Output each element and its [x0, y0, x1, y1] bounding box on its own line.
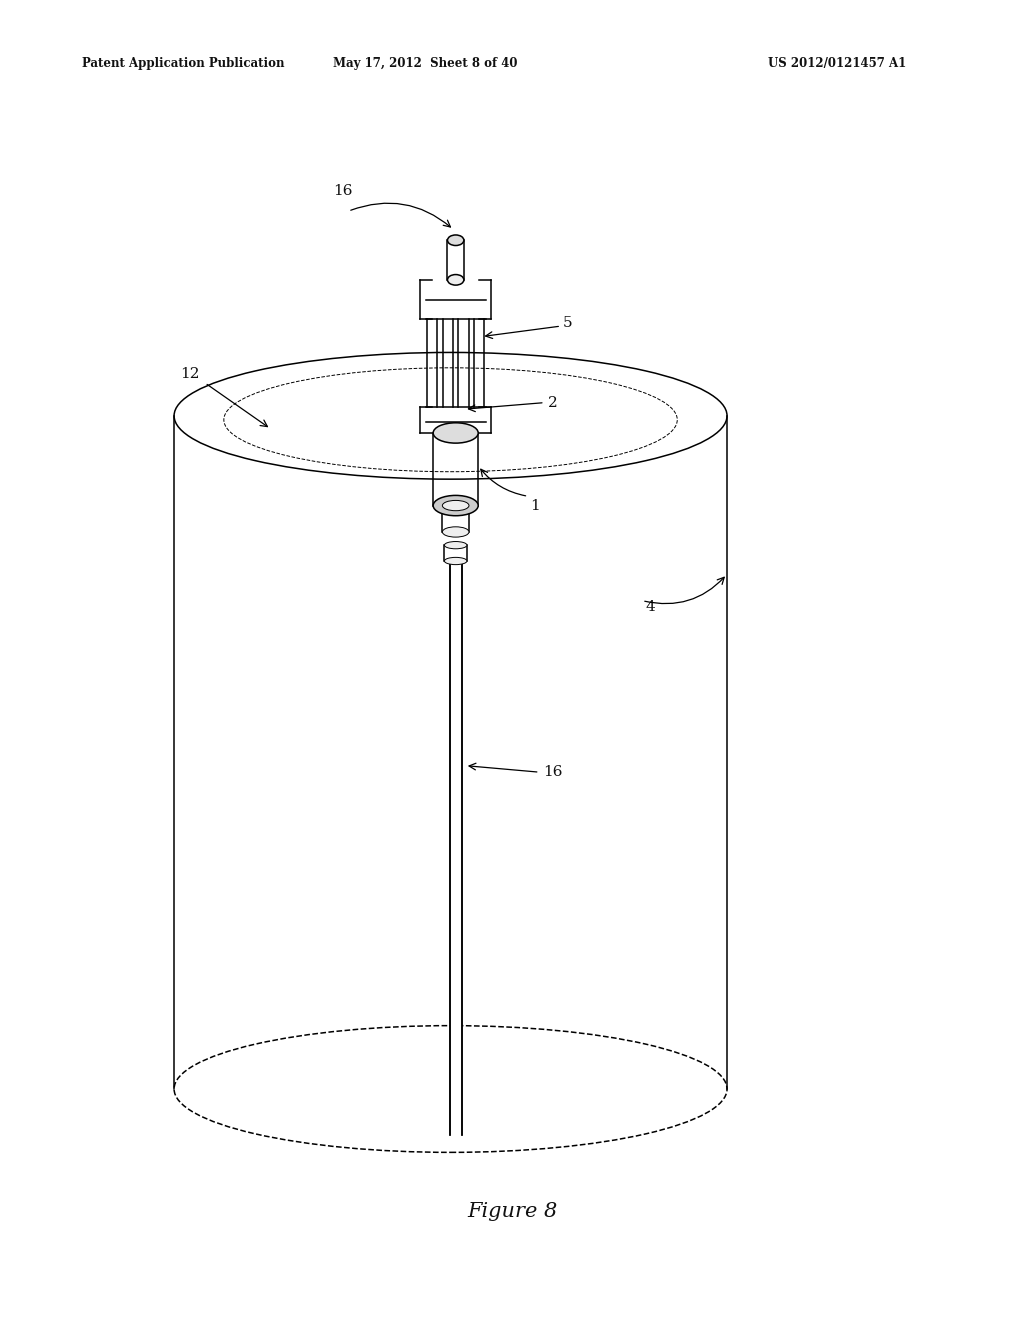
Text: 1: 1	[530, 499, 541, 512]
Text: Patent Application Publication: Patent Application Publication	[82, 57, 285, 70]
Text: 12: 12	[180, 367, 200, 380]
Text: 5: 5	[563, 317, 572, 330]
Text: 4: 4	[645, 601, 655, 614]
Ellipse shape	[442, 500, 469, 511]
Ellipse shape	[444, 557, 467, 565]
Ellipse shape	[444, 541, 467, 549]
Text: 2: 2	[548, 396, 558, 409]
Text: May 17, 2012  Sheet 8 of 40: May 17, 2012 Sheet 8 of 40	[333, 57, 517, 70]
Text: 16: 16	[333, 183, 353, 198]
Text: Figure 8: Figure 8	[467, 1203, 557, 1221]
Ellipse shape	[447, 235, 464, 246]
Text: US 2012/0121457 A1: US 2012/0121457 A1	[768, 57, 906, 70]
Ellipse shape	[433, 495, 478, 516]
Ellipse shape	[442, 527, 469, 537]
Ellipse shape	[447, 275, 464, 285]
Text: 16: 16	[543, 766, 562, 779]
Ellipse shape	[433, 422, 478, 444]
FancyBboxPatch shape	[450, 561, 462, 1135]
